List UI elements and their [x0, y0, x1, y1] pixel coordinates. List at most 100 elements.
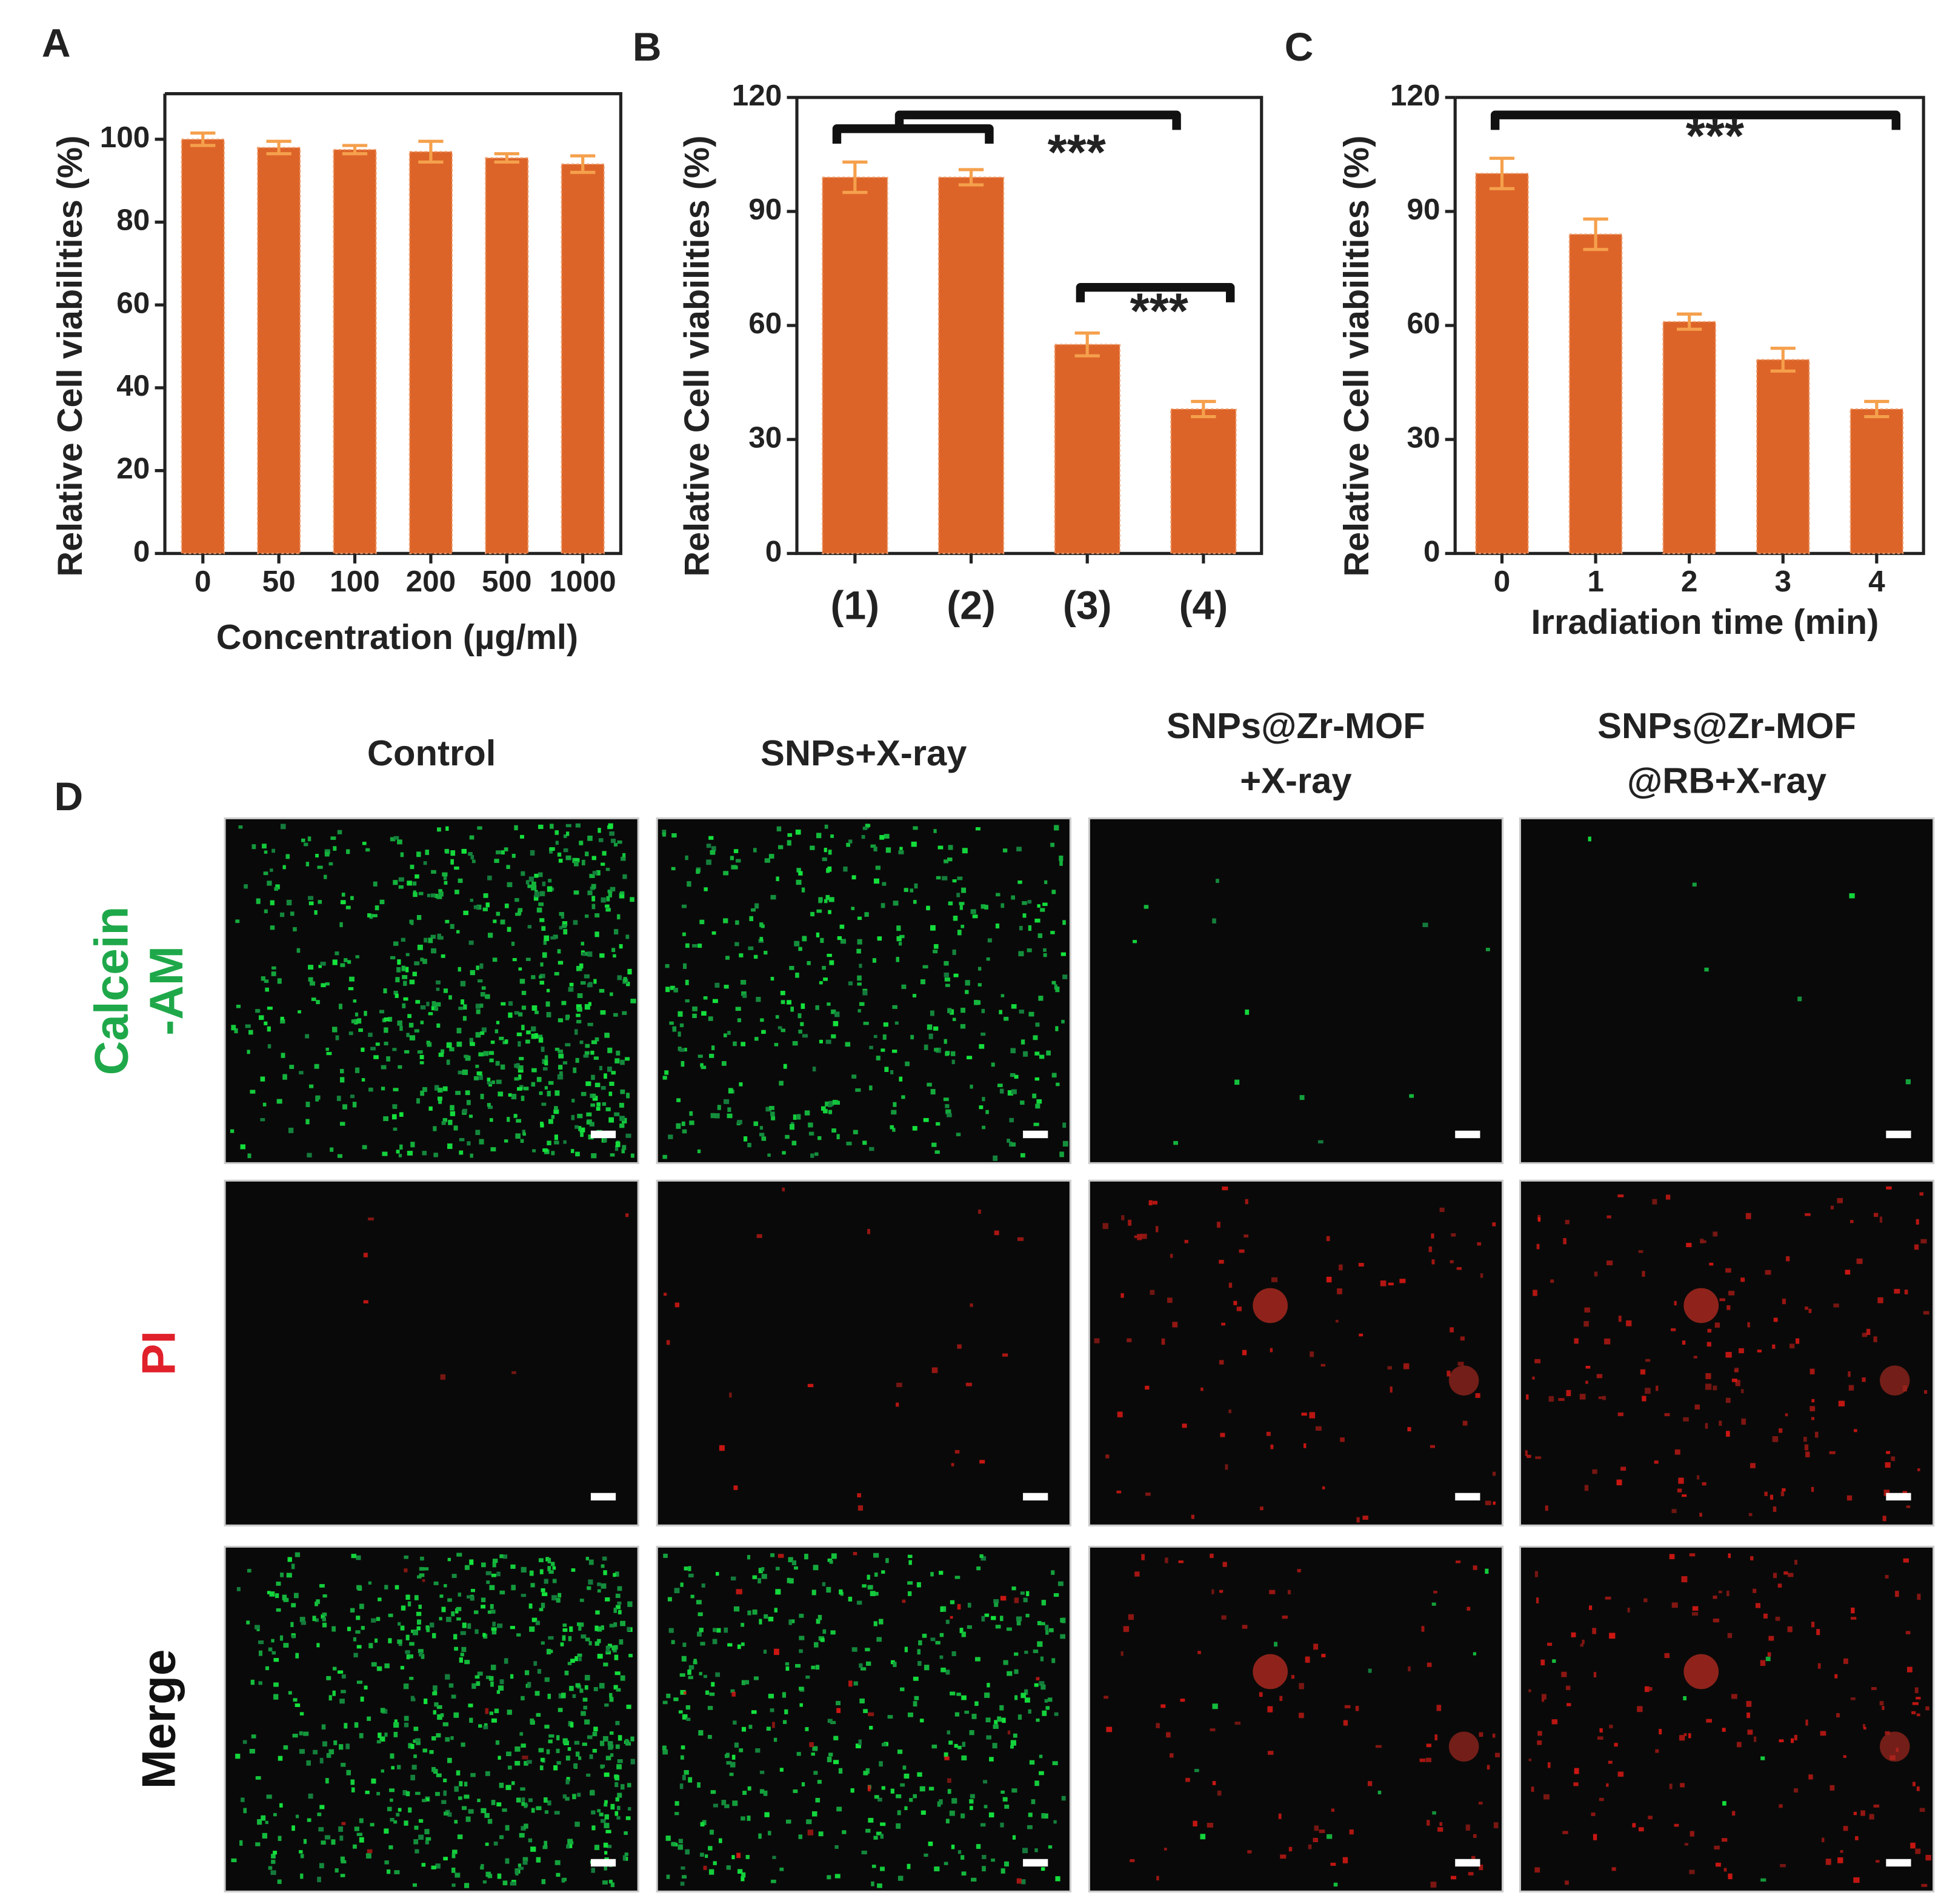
cell-dot	[1133, 940, 1137, 944]
cell-dot	[368, 1643, 373, 1649]
cell-dot	[524, 1802, 527, 1808]
cell-dot	[459, 1150, 464, 1155]
cell-dot	[1566, 1685, 1571, 1690]
cell-dot	[426, 1002, 430, 1007]
cell-dot	[497, 1873, 502, 1879]
cell-dot	[1032, 1093, 1037, 1099]
cell-dot	[273, 1682, 279, 1687]
cell-dot	[741, 1872, 746, 1878]
cell-dot	[445, 919, 450, 924]
cell-dot	[441, 954, 445, 958]
cell-dot	[418, 1604, 422, 1609]
cell-dot	[910, 888, 914, 893]
cell-dot	[414, 961, 420, 965]
cell-dot	[525, 957, 531, 961]
cell-dot	[435, 1863, 441, 1869]
cell-dot	[1040, 908, 1045, 912]
cell-dot	[520, 1787, 525, 1791]
cell-dot	[488, 1676, 494, 1681]
cell-dot	[388, 1613, 393, 1617]
cell-dot	[235, 919, 240, 924]
cell-dot	[1042, 1813, 1048, 1819]
cell-dot	[813, 1565, 819, 1571]
cell-dot	[271, 966, 276, 970]
micrograph-frame	[1088, 1179, 1504, 1526]
cell-dot	[245, 1024, 251, 1028]
cell-dot	[1684, 1843, 1689, 1846]
cell-dot	[799, 1686, 804, 1691]
cell-dot	[1011, 1004, 1017, 1009]
cell-dot	[582, 1742, 587, 1746]
cell-dot	[605, 1647, 610, 1653]
cell-dot	[347, 960, 351, 964]
cell-dot	[671, 867, 676, 871]
cell-dot	[1747, 1322, 1750, 1328]
cell-dot	[1425, 1757, 1432, 1762]
cell-dot	[1919, 1192, 1923, 1196]
cell-dot	[305, 1034, 310, 1039]
cell-dot	[493, 1841, 498, 1846]
cell-dot	[594, 1641, 600, 1646]
cell-dot	[665, 987, 670, 993]
cell-dot	[482, 1880, 487, 1884]
cell-dot	[443, 988, 448, 993]
cell-dot	[972, 914, 978, 919]
cell-dot	[811, 1753, 815, 1756]
cell-dot	[1145, 1493, 1151, 1496]
cell-dot	[445, 826, 449, 831]
cell-dot	[315, 1618, 319, 1622]
cell-dot	[475, 1130, 481, 1136]
cell-dot	[828, 850, 832, 855]
cell-dot	[1906, 1666, 1913, 1673]
cell-dot	[977, 983, 982, 987]
cell-dot	[1671, 1328, 1676, 1331]
cell-dot	[1242, 1350, 1247, 1356]
cell-dot	[857, 1493, 861, 1497]
cell-dot	[447, 1757, 452, 1763]
cell-dot	[627, 968, 632, 974]
cell-dot	[434, 1007, 439, 1011]
cell-dot	[322, 1741, 327, 1747]
cell-dot	[437, 933, 442, 940]
cell-dot	[1473, 1834, 1477, 1838]
cell-dot	[413, 1726, 419, 1731]
cell-dot	[476, 1009, 481, 1014]
cell-dot	[460, 1653, 464, 1657]
cell-dot	[287, 1557, 292, 1562]
cell-dot	[354, 1722, 359, 1728]
cell-dot	[686, 1717, 691, 1721]
cell-dot	[711, 931, 716, 935]
cell-dot	[1144, 905, 1149, 909]
cell-dot	[1170, 1753, 1174, 1758]
cell-dot	[473, 905, 479, 910]
cell-dot	[907, 1863, 911, 1869]
micrograph	[1088, 1179, 1504, 1526]
cell-dot	[1040, 1622, 1045, 1626]
cell-dot	[1034, 1051, 1040, 1056]
cell-dot	[440, 1713, 444, 1717]
cell-dot	[485, 1571, 491, 1576]
cell-dot	[933, 1026, 939, 1031]
cell-dot	[603, 1842, 608, 1848]
micrograph-frame	[224, 817, 639, 1164]
cell-dot	[1689, 1553, 1696, 1557]
cell-dot	[439, 1594, 444, 1598]
cell-dot	[1794, 1788, 1799, 1793]
cell-dot	[527, 884, 533, 888]
cell-dot	[787, 840, 791, 846]
cell-dot	[599, 1683, 605, 1689]
cell-dot	[409, 1677, 414, 1680]
y-tick-label: 30	[1407, 421, 1440, 454]
cell-dot	[424, 1698, 428, 1705]
cell-dot	[917, 1649, 921, 1655]
cell-dot	[1534, 1571, 1538, 1577]
cell-dot	[603, 1570, 607, 1576]
cell-dot	[345, 1743, 350, 1749]
cell-dot	[857, 939, 862, 945]
cell-dot	[1310, 1351, 1314, 1357]
cell-dot	[258, 1015, 264, 1020]
cell-dot	[1052, 1761, 1058, 1765]
cell-dot	[1829, 1785, 1835, 1791]
cell-dot	[731, 1691, 736, 1697]
bar	[1756, 359, 1810, 554]
